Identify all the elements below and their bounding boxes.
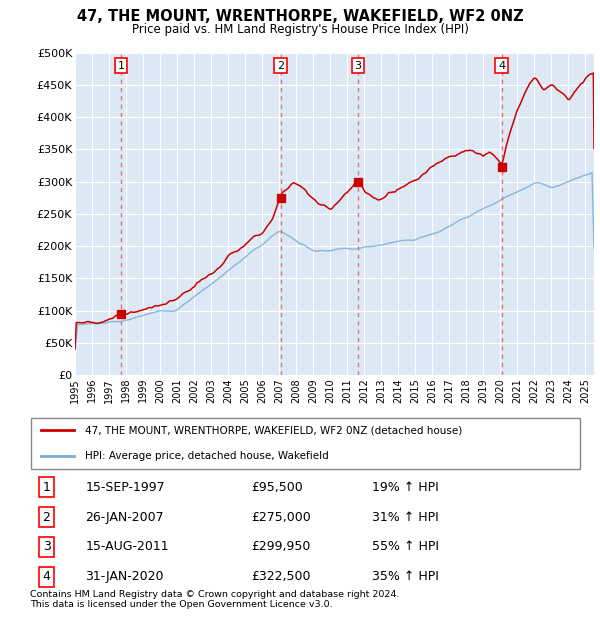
Text: £299,950: £299,950: [251, 541, 310, 553]
Text: 35% ↑ HPI: 35% ↑ HPI: [372, 570, 439, 583]
Text: Contains HM Land Registry data © Crown copyright and database right 2024.: Contains HM Land Registry data © Crown c…: [30, 590, 400, 599]
Text: 1: 1: [43, 481, 50, 494]
Text: 31-JAN-2020: 31-JAN-2020: [85, 570, 164, 583]
Text: 47, THE MOUNT, WRENTHORPE, WAKEFIELD, WF2 0NZ: 47, THE MOUNT, WRENTHORPE, WAKEFIELD, WF…: [77, 9, 523, 24]
Text: 2: 2: [43, 511, 50, 523]
Text: 15-SEP-1997: 15-SEP-1997: [85, 481, 165, 494]
Text: HPI: Average price, detached house, Wakefield: HPI: Average price, detached house, Wake…: [85, 451, 329, 461]
FancyBboxPatch shape: [31, 418, 580, 469]
Text: 47, THE MOUNT, WRENTHORPE, WAKEFIELD, WF2 0NZ (detached house): 47, THE MOUNT, WRENTHORPE, WAKEFIELD, WF…: [85, 425, 463, 435]
Text: £322,500: £322,500: [251, 570, 310, 583]
Text: £275,000: £275,000: [251, 511, 311, 523]
Text: Price paid vs. HM Land Registry's House Price Index (HPI): Price paid vs. HM Land Registry's House …: [131, 23, 469, 36]
Text: This data is licensed under the Open Government Licence v3.0.: This data is licensed under the Open Gov…: [30, 600, 332, 609]
Text: 4: 4: [43, 570, 50, 583]
Text: 55% ↑ HPI: 55% ↑ HPI: [372, 541, 439, 553]
Text: 15-AUG-2011: 15-AUG-2011: [85, 541, 169, 553]
Text: 31% ↑ HPI: 31% ↑ HPI: [372, 511, 439, 523]
Text: 3: 3: [355, 61, 361, 71]
Text: 19% ↑ HPI: 19% ↑ HPI: [372, 481, 439, 494]
Text: 26-JAN-2007: 26-JAN-2007: [85, 511, 164, 523]
Text: 3: 3: [43, 541, 50, 553]
Text: 2: 2: [277, 61, 284, 71]
Text: 1: 1: [118, 61, 125, 71]
Text: 4: 4: [498, 61, 505, 71]
Text: £95,500: £95,500: [251, 481, 302, 494]
